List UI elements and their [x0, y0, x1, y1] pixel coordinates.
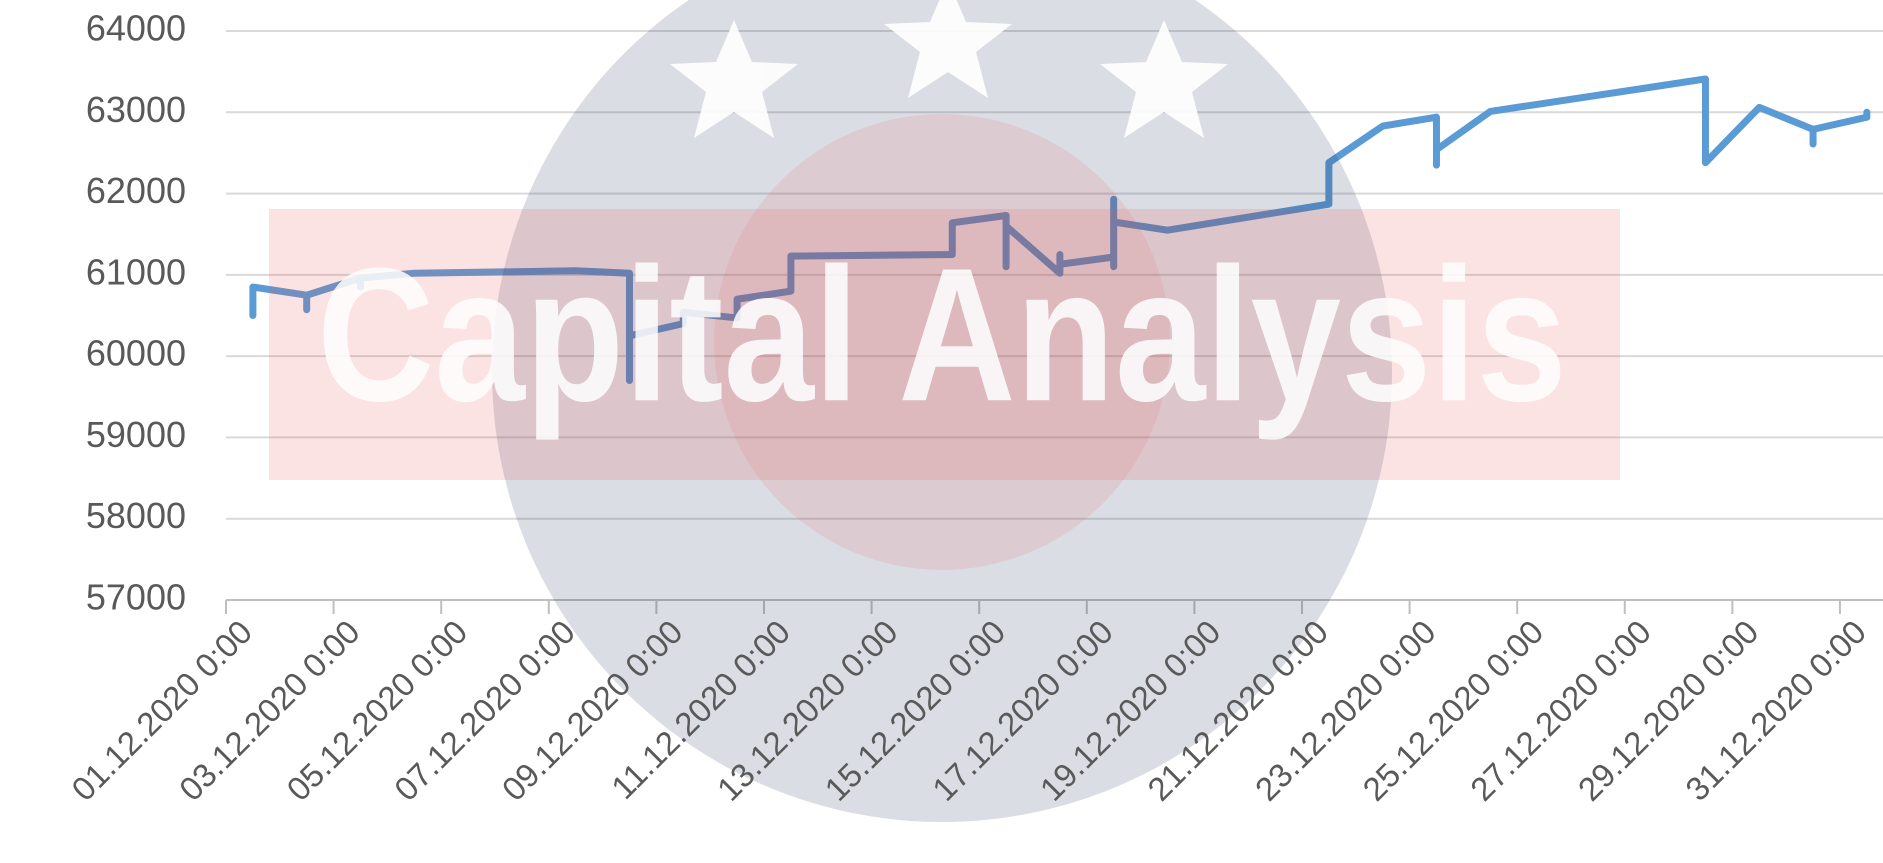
y-tick-label: 61000 — [86, 251, 186, 292]
chart: Capital Analysis 57000 58000 59000 60000 610… — [0, 0, 1883, 863]
x-tick-label: 27.12.2020 0:00 — [1463, 613, 1658, 808]
y-tick-label: 58000 — [86, 495, 186, 536]
x-tick-label: 31.12.2020 0:00 — [1678, 613, 1873, 808]
x-tick-label: 01.12.2020 0:00 — [64, 613, 259, 808]
x-tick-label: 03.12.2020 0:00 — [172, 613, 367, 808]
x-tick-label: 29.12.2020 0:00 — [1571, 613, 1766, 808]
x-tick-label: 05.12.2020 0:00 — [279, 613, 474, 808]
y-tick-label: 64000 — [86, 8, 186, 49]
y-tick-label: 59000 — [86, 414, 186, 455]
watermark-text: Capital Analysis — [317, 229, 1567, 441]
y-tick-label: 57000 — [86, 577, 186, 618]
y-tick-label: 62000 — [86, 170, 186, 211]
x-tick-label: 07.12.2020 0:00 — [387, 613, 582, 808]
x-tick-label: 25.12.2020 0:00 — [1355, 613, 1550, 808]
y-tick-label: 60000 — [86, 333, 186, 374]
y-tick-label: 63000 — [86, 89, 186, 130]
